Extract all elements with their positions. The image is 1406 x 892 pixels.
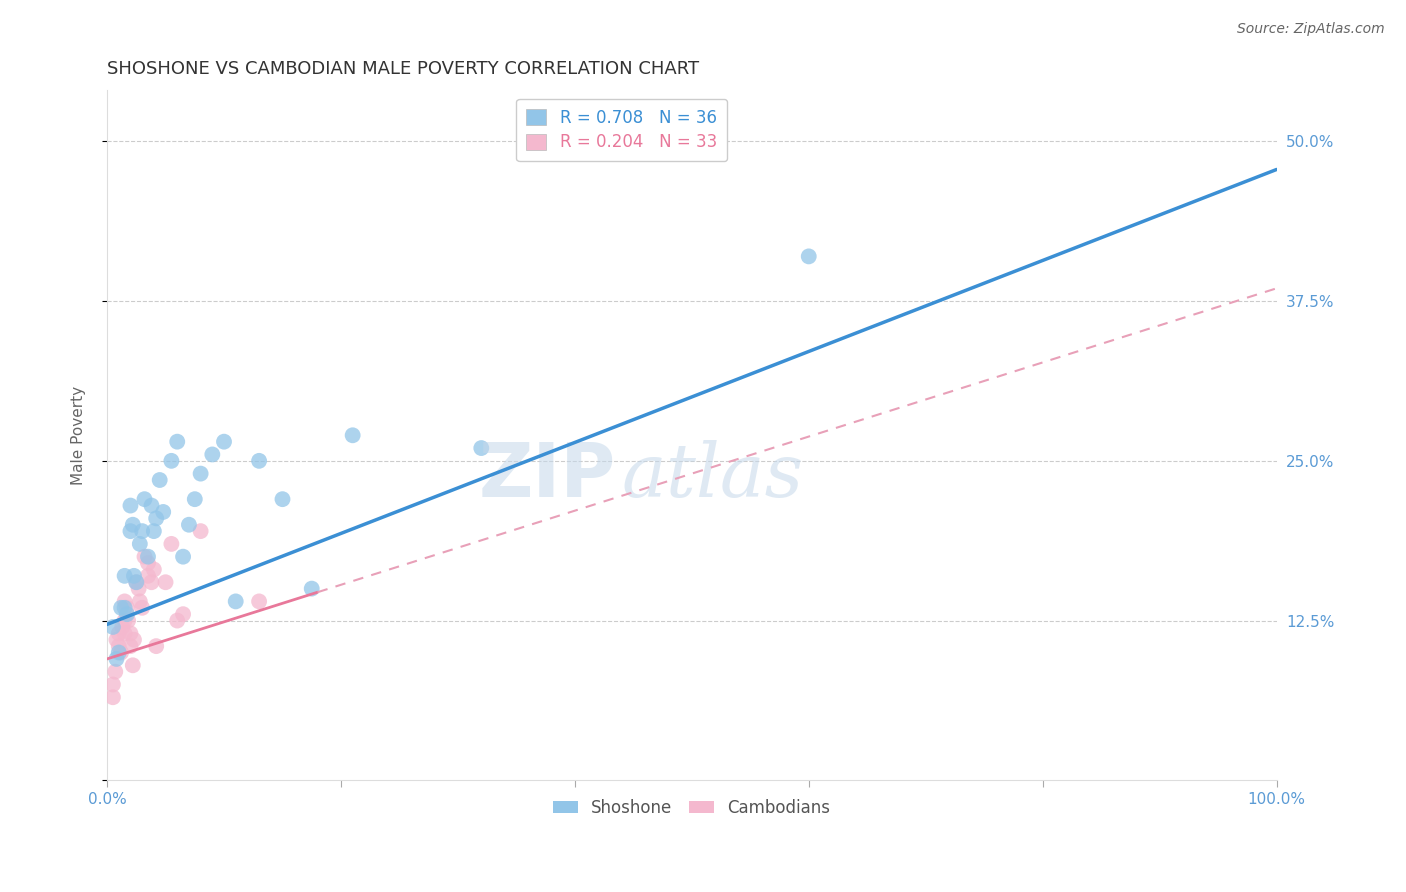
Point <box>122 632 145 647</box>
Point <box>145 511 167 525</box>
Point <box>145 639 167 653</box>
Point <box>107 646 129 660</box>
Text: SHOSHONE VS CAMBODIAN MALE POVERTY CORRELATION CHART: SHOSHONE VS CAMBODIAN MALE POVERTY CORRE… <box>107 60 699 78</box>
Point <box>125 575 148 590</box>
Point <box>190 467 212 481</box>
Point <box>271 492 294 507</box>
Point <box>120 524 142 538</box>
Point <box>128 582 150 596</box>
Point <box>114 614 136 628</box>
Point <box>120 639 142 653</box>
Point <box>101 677 124 691</box>
Point <box>125 575 148 590</box>
Point <box>101 690 124 705</box>
Text: Source: ZipAtlas.com: Source: ZipAtlas.com <box>1237 22 1385 37</box>
Point <box>160 537 183 551</box>
Point <box>105 632 128 647</box>
Point <box>115 607 138 622</box>
Point <box>134 549 156 564</box>
Point <box>107 639 129 653</box>
Point <box>121 658 143 673</box>
Point <box>149 473 172 487</box>
Point <box>114 569 136 583</box>
Point <box>342 428 364 442</box>
Point <box>101 620 124 634</box>
Point <box>105 652 128 666</box>
Point <box>142 524 165 538</box>
Text: atlas: atlas <box>621 441 804 513</box>
Point <box>120 626 142 640</box>
Point <box>152 505 174 519</box>
Point <box>120 499 142 513</box>
Point <box>114 626 136 640</box>
Point <box>110 600 132 615</box>
Point <box>155 575 177 590</box>
Point <box>131 600 153 615</box>
Point <box>172 549 194 564</box>
Point <box>136 556 159 570</box>
Point <box>142 562 165 576</box>
Point <box>160 454 183 468</box>
Point <box>201 447 224 461</box>
Point <box>184 492 207 507</box>
Point <box>115 600 138 615</box>
Point <box>114 594 136 608</box>
Point <box>128 537 150 551</box>
Point <box>110 646 132 660</box>
Point <box>131 524 153 538</box>
Point <box>114 600 136 615</box>
Point <box>117 614 139 628</box>
Point <box>301 582 323 596</box>
Point <box>797 249 820 263</box>
Point <box>104 665 127 679</box>
Point <box>136 549 159 564</box>
Text: ZIP: ZIP <box>478 440 616 513</box>
Y-axis label: Male Poverty: Male Poverty <box>72 385 86 485</box>
Point <box>141 575 163 590</box>
Point <box>225 594 247 608</box>
Point <box>141 499 163 513</box>
Point <box>247 594 270 608</box>
Point <box>128 594 150 608</box>
Point <box>470 441 492 455</box>
Point <box>166 614 188 628</box>
Point <box>136 569 159 583</box>
Point <box>122 569 145 583</box>
Point <box>166 434 188 449</box>
Point <box>107 626 129 640</box>
Point <box>177 517 200 532</box>
Point <box>134 492 156 507</box>
Point <box>212 434 235 449</box>
Point <box>121 517 143 532</box>
Point <box>172 607 194 622</box>
Point <box>190 524 212 538</box>
Point <box>247 454 270 468</box>
Legend: Shoshone, Cambodians: Shoshone, Cambodians <box>547 792 837 823</box>
Point <box>111 620 134 634</box>
